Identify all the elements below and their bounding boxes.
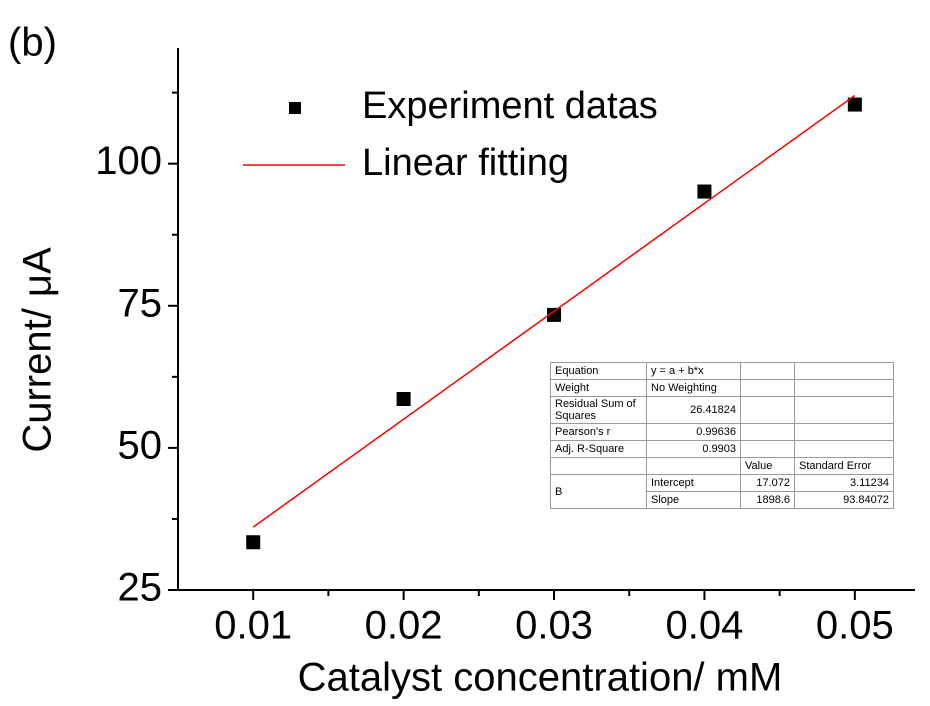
table-cell: 93.84072 xyxy=(794,491,894,509)
x-axis-label: Catalyst concentration/ mM xyxy=(298,656,783,700)
empty-cell xyxy=(740,423,795,441)
table-row: Pearson's r 0.99636 xyxy=(550,423,894,441)
data-point xyxy=(396,392,411,407)
y-tick-label: 100 xyxy=(95,139,162,183)
table-cell: Value xyxy=(740,457,795,475)
empty-cell xyxy=(646,457,741,475)
table-cell: Slope xyxy=(646,491,741,509)
table-row: Residual Sum of Squares 26.41824 xyxy=(550,396,894,424)
table-row: Slope 1898.6 93.84072 xyxy=(551,491,894,509)
data-point xyxy=(847,97,862,112)
y-axis-label: Current/ μA xyxy=(16,247,60,453)
table-cell: Weight xyxy=(550,379,647,397)
data-point xyxy=(246,535,261,550)
table-row: B Intercept 17.072 3.11234 xyxy=(550,474,894,509)
table-cell: Intercept xyxy=(646,474,741,492)
fit-line xyxy=(252,94,856,528)
panel-label: (b) xyxy=(8,21,57,65)
empty-cell xyxy=(550,457,647,475)
table-cell: 0.9903 xyxy=(646,440,741,458)
table-cell: No Weighting xyxy=(646,379,741,397)
x-tick-label: 0.04 xyxy=(665,604,743,648)
fit-table: Equation y = a + b*x Weight No Weighting Res… xyxy=(550,362,894,509)
x-tick-label: 0.05 xyxy=(816,604,894,648)
empty-cell xyxy=(740,396,795,424)
table-cell: 17.072 xyxy=(740,474,795,492)
table-cell: Adj. R-Square xyxy=(550,440,647,458)
empty-cell xyxy=(794,440,894,458)
table-cell: 26.41824 xyxy=(646,396,741,424)
empty-cell xyxy=(740,440,795,458)
table-cell: Pearson's r xyxy=(550,423,647,441)
legend-label: Experiment datas xyxy=(362,85,658,127)
table-cell: Equation xyxy=(550,362,647,380)
table-cell: 3.11234 xyxy=(794,474,894,492)
empty-cell xyxy=(740,379,795,397)
data-point xyxy=(697,184,712,199)
y-tick-label: 75 xyxy=(118,281,163,325)
table-row: Weight No Weighting xyxy=(550,379,894,397)
table-cell: 1898.6 xyxy=(740,491,795,509)
x-tick-label: 0.01 xyxy=(214,604,292,648)
table-cell: Standard Error xyxy=(794,457,894,475)
table-cell: B xyxy=(550,474,647,509)
empty-cell xyxy=(794,379,894,397)
data-point xyxy=(547,307,562,322)
table-cell: y = a + b*x xyxy=(646,362,741,380)
x-tick-label: 0.02 xyxy=(365,604,443,648)
legend-marker xyxy=(289,102,301,114)
empty-cell xyxy=(794,396,894,424)
table-row: Equation y = a + b*x xyxy=(550,362,894,380)
y-tick-label: 25 xyxy=(118,566,163,610)
empty-cell xyxy=(740,362,795,380)
table-row: Value Standard Error xyxy=(550,457,894,475)
table-cell: Residual Sum of Squares xyxy=(550,396,647,424)
x-tick-label: 0.03 xyxy=(515,604,593,648)
empty-cell xyxy=(794,423,894,441)
legend-label: Linear fitting xyxy=(362,142,569,184)
table-row: Adj. R-Square 0.9903 xyxy=(550,440,894,458)
y-tick-label: 50 xyxy=(118,423,163,467)
table-cell: 0.99636 xyxy=(646,423,741,441)
empty-cell xyxy=(794,362,894,380)
